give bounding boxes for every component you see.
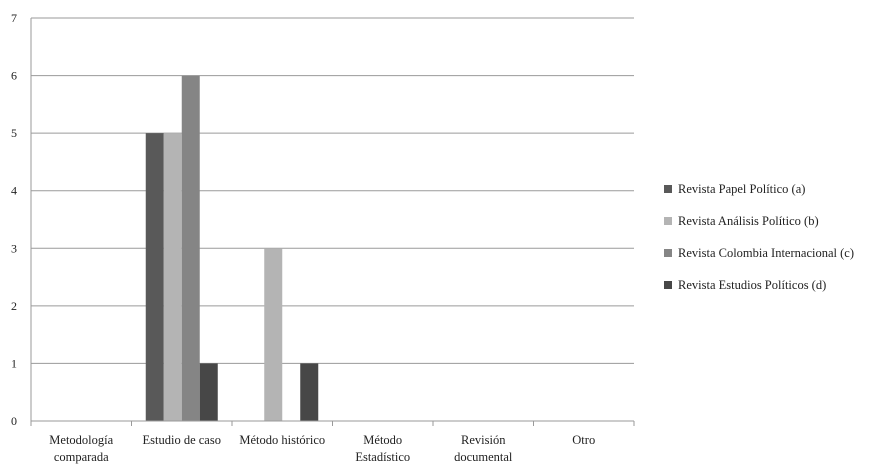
y-tick-label: 7 [11, 11, 17, 25]
y-tick-label: 3 [11, 241, 17, 255]
bar-series-4-cat-2 [199, 363, 218, 421]
x-category-label: Método histórico [239, 433, 325, 447]
bar-series-2-cat-2 [163, 133, 182, 421]
y-tick-label: 5 [11, 126, 17, 140]
y-tick-label: 6 [11, 69, 17, 83]
legend-swatch [664, 281, 672, 289]
y-tick-label: 2 [11, 299, 17, 313]
legend-label: Revista Papel Político (a) [678, 182, 805, 196]
x-axis [30, 420, 635, 426]
x-category-label: Método Estadístico [355, 433, 410, 464]
y-tick-label: 1 [11, 356, 17, 370]
bar-series-4-cat-3 [300, 363, 319, 421]
x-category-label: Estudio de caso [143, 433, 221, 447]
x-category-label: Revisión documental [454, 433, 513, 464]
y-axis-ticks: 0 1 2 3 4 5 6 7 [11, 11, 17, 428]
legend-label: Revista Estudios Políticos (d) [678, 278, 826, 292]
legend: Revista Papel Político (a) Revista Anális… [664, 182, 854, 292]
y-tick-label: 0 [11, 414, 17, 428]
bars [145, 75, 319, 422]
legend-label: Revista Análisis Político (b) [678, 214, 819, 228]
legend-swatch [664, 185, 672, 193]
legend-label: Revista Colombia Internacional (c) [678, 246, 854, 260]
grid-lines [30, 17, 634, 421]
bar-series-1-cat-2 [145, 133, 164, 421]
x-axis-categories: Metodología comparada Estudio de caso Métod… [49, 433, 595, 464]
legend-swatch [664, 249, 672, 257]
bar-series-3-cat-2 [181, 75, 200, 422]
x-category-label: Metodología comparada [49, 433, 113, 464]
x-category-label: Otro [572, 433, 595, 447]
bar-series-2-cat-3 [264, 248, 283, 421]
y-tick-label: 4 [11, 184, 17, 198]
legend-swatch [664, 217, 672, 225]
